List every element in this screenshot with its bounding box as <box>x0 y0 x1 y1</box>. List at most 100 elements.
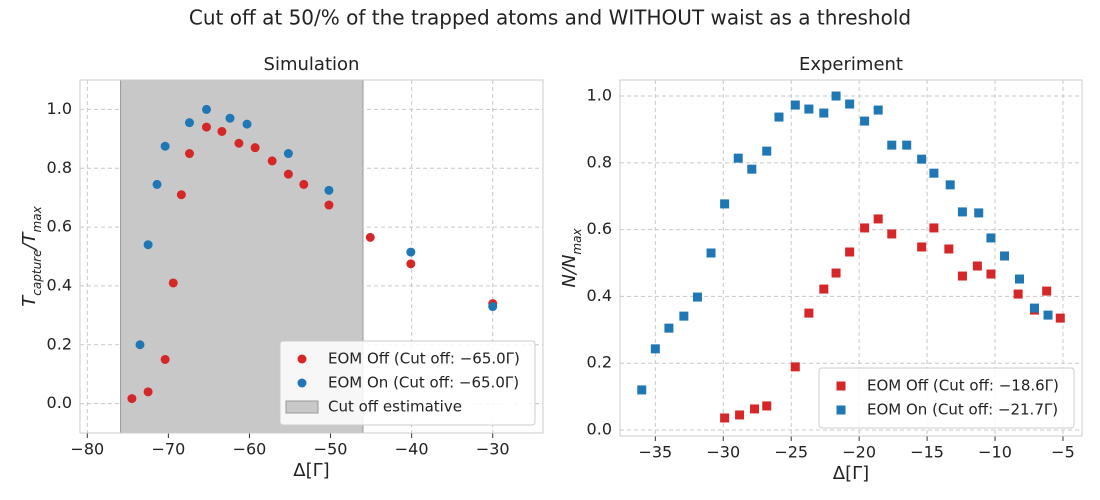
data-point <box>127 394 137 404</box>
data-point <box>831 268 841 278</box>
data-point <box>774 112 784 122</box>
data-point <box>184 149 194 159</box>
data-point <box>250 143 260 153</box>
data-point <box>944 244 954 254</box>
data-point <box>929 223 939 233</box>
y-tick-label: 0.8 <box>47 158 72 177</box>
y-axis-label-part: T <box>19 294 40 307</box>
legend-marker <box>297 354 307 364</box>
x-tick-label: −15 <box>910 443 944 462</box>
data-point <box>135 340 145 350</box>
data-point <box>679 311 689 321</box>
plot-frame <box>619 79 1083 437</box>
x-tick-label: −60 <box>233 440 267 459</box>
y-tick-label: 0.2 <box>47 334 72 353</box>
data-point <box>324 200 334 210</box>
x-tick-label: −40 <box>395 440 429 459</box>
data-point <box>365 232 375 242</box>
data-point <box>986 233 996 243</box>
y-tick-label: 0.8 <box>587 152 612 171</box>
data-point <box>234 138 244 148</box>
data-point <box>1042 286 1052 296</box>
data-point <box>176 190 186 200</box>
y-tick-label: 0.6 <box>47 217 72 236</box>
y-axis-label-part: max <box>30 205 44 232</box>
x-tick-label: −70 <box>152 440 186 459</box>
y-tick-label: 0.4 <box>47 275 72 294</box>
data-point <box>225 113 235 123</box>
x-tick-label: −35 <box>638 443 672 462</box>
legend-label: EOM Off (Cut off: −65.0Γ) <box>328 350 520 368</box>
data-point <box>860 116 870 126</box>
data-point <box>887 229 897 239</box>
data-point <box>217 126 227 136</box>
data-point <box>1013 289 1023 299</box>
x-tick-label: −5 <box>1051 443 1075 462</box>
x-axis-label: Δ[Γ] <box>293 460 329 481</box>
data-point <box>720 413 730 423</box>
x-tick-label: −30 <box>476 440 510 459</box>
data-point <box>637 385 647 395</box>
x-tick-label: −20 <box>842 443 876 462</box>
data-point <box>242 119 252 129</box>
data-point <box>945 180 955 190</box>
y-tick-label: 0.0 <box>587 419 612 438</box>
y-axis-label-part: /T <box>19 230 40 251</box>
data-point <box>790 362 800 372</box>
data-point <box>887 140 897 150</box>
y-axis-label-part: max <box>570 228 584 255</box>
data-point <box>873 105 883 115</box>
data-point <box>283 169 293 179</box>
data-point <box>819 108 829 118</box>
x-tick-label: −25 <box>774 443 808 462</box>
legend-box <box>279 340 536 426</box>
data-point <box>957 271 967 281</box>
data-point <box>152 179 162 189</box>
legend-marker <box>297 378 307 388</box>
x-tick-label: −80 <box>70 440 104 459</box>
data-point <box>267 156 277 166</box>
y-axis-label-part: N/N <box>559 255 580 288</box>
figure-title: Cut off at 50/% of the trapped atoms and… <box>189 6 911 30</box>
data-point <box>184 118 194 128</box>
y-tick-label: 0.0 <box>47 393 72 412</box>
data-point <box>790 100 800 110</box>
data-point <box>1000 251 1010 261</box>
data-point <box>986 269 996 279</box>
y-tick-label: 0.2 <box>587 353 612 372</box>
subplot-title: Experiment <box>799 54 903 75</box>
data-point <box>804 308 814 318</box>
legend-marker <box>836 381 846 391</box>
data-point <box>160 141 170 151</box>
legend-label: Cut off estimative <box>328 398 462 416</box>
legend-marker <box>836 405 846 415</box>
data-point <box>804 104 814 114</box>
x-axis-label: Δ[Γ] <box>833 463 869 484</box>
data-point <box>974 208 984 218</box>
data-point <box>860 223 870 233</box>
data-point <box>845 247 855 257</box>
data-point <box>1055 313 1065 323</box>
data-point <box>747 164 757 174</box>
data-point <box>873 214 883 224</box>
legend-box <box>818 367 1075 429</box>
data-point <box>957 207 967 217</box>
x-tick-label: −10 <box>978 443 1012 462</box>
data-point <box>819 284 829 294</box>
data-point <box>664 323 674 333</box>
data-point <box>143 387 153 397</box>
data-point <box>201 104 211 114</box>
data-point <box>902 140 912 150</box>
y-tick-label: 1.0 <box>587 86 612 105</box>
y-axis-label: N/Nmax <box>559 228 584 288</box>
data-point <box>488 302 498 312</box>
data-point <box>650 344 660 354</box>
subplot-title: Simulation <box>264 54 360 75</box>
data-point <box>831 91 841 101</box>
data-point <box>324 185 334 195</box>
data-point <box>972 261 982 271</box>
data-point <box>733 153 743 163</box>
y-axis-label-part: capture <box>30 250 44 296</box>
legend-label: EOM Off (Cut off: −18.6Γ) <box>867 377 1059 395</box>
